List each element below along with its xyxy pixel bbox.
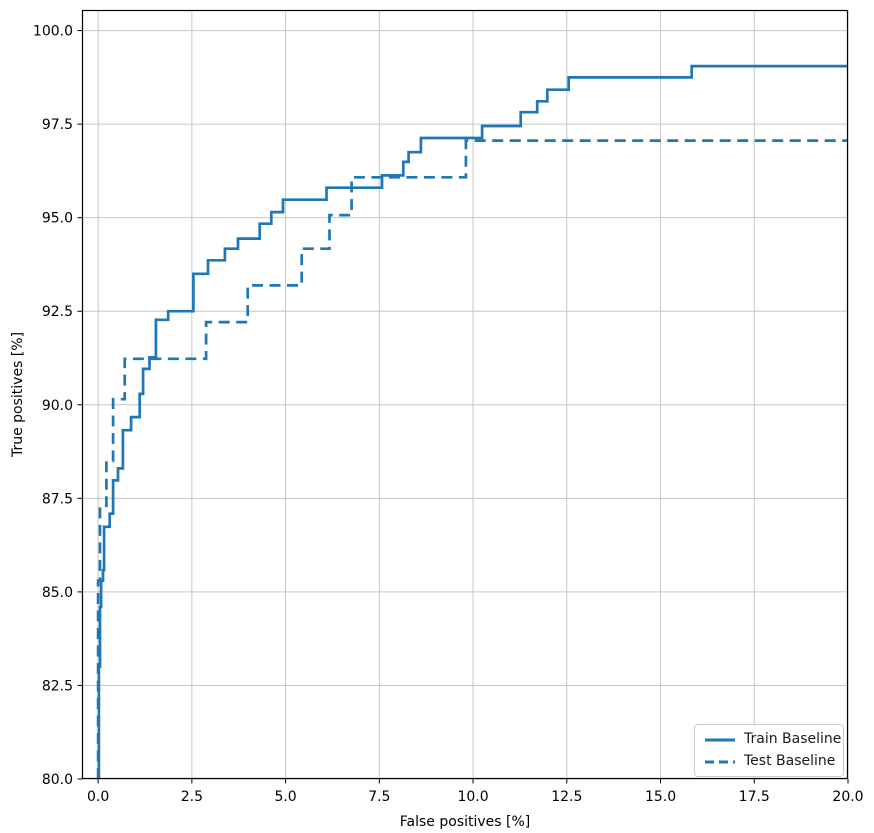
x-tick-label: 10.0 xyxy=(457,789,488,805)
x-tick-label: 20.0 xyxy=(832,789,863,805)
legend: Train Baseline Test Baseline xyxy=(694,724,844,777)
series-line-test xyxy=(96,139,848,779)
x-tick-label: 2.5 xyxy=(181,789,203,805)
x-tick-label: 7.5 xyxy=(368,789,390,805)
axes-spines xyxy=(81,9,849,780)
x-tick-label: 5.0 xyxy=(274,789,296,805)
y-tick-label: 92.5 xyxy=(42,304,73,320)
y-tick-label: 97.5 xyxy=(42,117,73,133)
legend-item-test: Test Baseline xyxy=(704,752,835,771)
legend-item-label: Train Baseline xyxy=(744,731,842,747)
y-tick-label: 95.0 xyxy=(42,211,73,227)
y-tick-label: 82.5 xyxy=(42,678,73,694)
y-axis-label: True positives [%] xyxy=(10,332,26,458)
x-tick-label: 12.5 xyxy=(551,789,582,805)
train-line-swatch xyxy=(705,738,735,741)
y-tick-label: 80.0 xyxy=(42,772,73,788)
y-tick-label: 85.0 xyxy=(42,585,73,601)
legend-item-train: Train Baseline xyxy=(704,730,841,749)
x-tick-label: 17.5 xyxy=(739,789,770,805)
y-tick-label: 90.0 xyxy=(42,398,73,414)
series-line-train xyxy=(97,64,848,779)
x-axis-label: False positives [%] xyxy=(400,814,530,830)
y-tick-label: 100.0 xyxy=(33,24,73,40)
x-tick-label: 15.0 xyxy=(645,789,676,805)
x-tick-label: 0.0 xyxy=(87,789,109,805)
legend-item-label: Test Baseline xyxy=(744,753,836,769)
test-line-swatch xyxy=(705,760,735,763)
y-tick-label: 87.5 xyxy=(42,491,73,507)
